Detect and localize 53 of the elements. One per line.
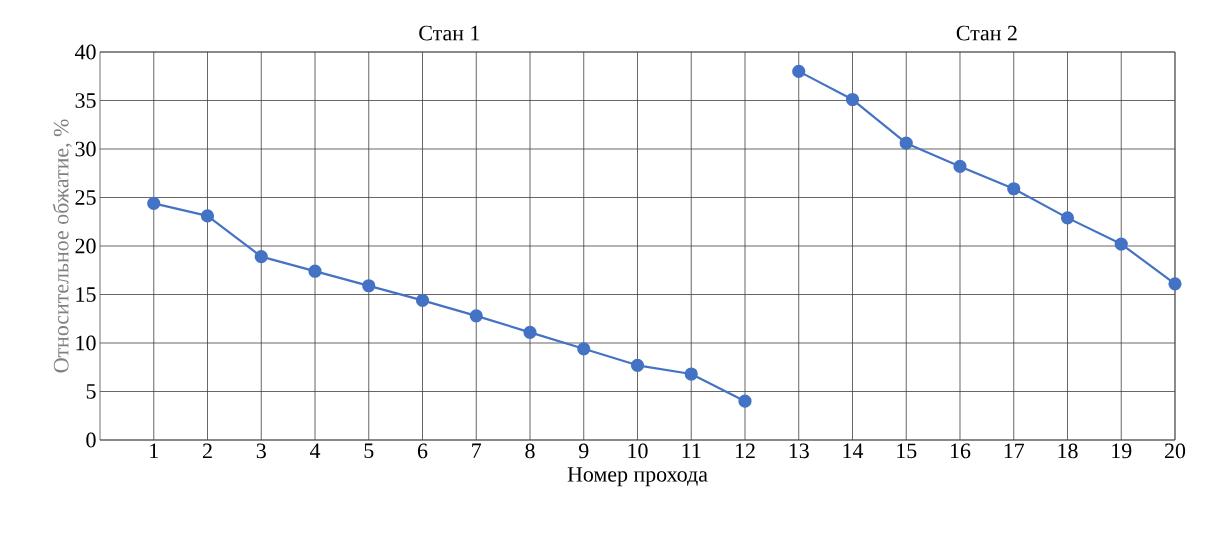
x-tick-label: 14	[843, 443, 864, 458]
x-tick-label: 1	[150, 443, 158, 458]
point	[1007, 182, 1021, 196]
x-tick-label: 8	[525, 443, 535, 459]
point	[738, 394, 752, 408]
x-tick-label: 20	[1165, 443, 1186, 459]
y-tick-label: 0	[86, 432, 96, 448]
point	[469, 309, 483, 323]
y-tick-label: 15	[76, 287, 96, 302]
y-tick-label: 20	[75, 238, 96, 254]
text: Стан 2	[956, 25, 1017, 41]
point	[308, 264, 322, 278]
x-tick-label: 10	[628, 443, 648, 459]
x-tick-label: 16	[950, 443, 971, 459]
point	[899, 136, 913, 150]
x-tick-label: 19	[1112, 443, 1132, 459]
x-axis-title: Номер прохода	[567, 467, 708, 487]
point	[147, 196, 161, 210]
y-tick-label: 5	[86, 384, 96, 399]
x-tick-label: 2	[202, 443, 212, 459]
x-tick-label: 18	[1058, 443, 1078, 459]
point	[415, 293, 430, 307]
point	[630, 358, 645, 372]
text: Стан 1	[419, 25, 480, 41]
point	[792, 64, 806, 78]
x-tick-label: 6	[417, 443, 428, 459]
y-axis-title: Относительное обжатие, %	[52, 119, 72, 373]
y-tick-label: 35	[75, 93, 96, 108]
y-tick-label: 10	[76, 335, 96, 351]
point	[362, 279, 376, 293]
x-tick-label: 12	[735, 443, 755, 459]
point	[1060, 211, 1075, 225]
point	[577, 342, 591, 356]
point	[523, 325, 537, 339]
x-tick-label: 3	[256, 443, 266, 459]
point	[200, 209, 215, 223]
y-tick-label: 25	[75, 190, 96, 205]
x-tick-label: 9	[578, 443, 589, 459]
y-tick-label: 30	[75, 141, 96, 157]
x-tick-label: 5	[364, 443, 374, 459]
x-tick-label: 7	[472, 443, 482, 458]
point	[1114, 237, 1128, 251]
x-tick-label: 11	[682, 443, 701, 458]
y-tick-label: 40	[74, 44, 96, 60]
x-tick-label: 13	[789, 443, 809, 459]
x-tick-label: 4	[309, 443, 321, 458]
x-tick-label: 15	[897, 443, 917, 459]
point	[684, 367, 698, 381]
point	[845, 92, 860, 107]
point	[254, 250, 268, 264]
point	[1168, 277, 1182, 291]
x-tick-label: 17	[1004, 443, 1025, 458]
point	[953, 159, 967, 174]
